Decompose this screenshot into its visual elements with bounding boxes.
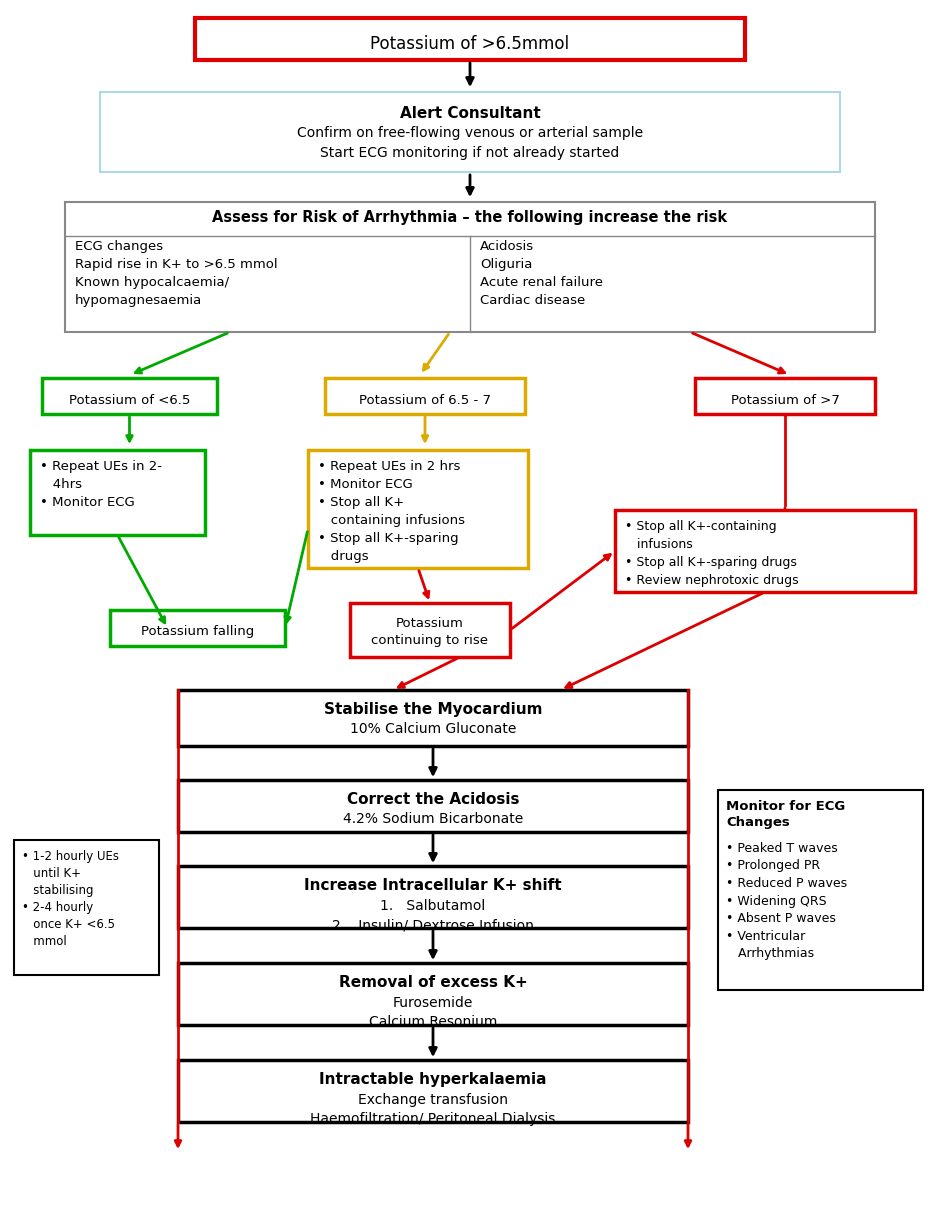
- FancyArrowPatch shape: [136, 333, 228, 373]
- Bar: [195, 18, 745, 59]
- FancyArrowPatch shape: [566, 594, 762, 687]
- Bar: [350, 603, 510, 657]
- FancyArrowPatch shape: [430, 931, 437, 957]
- Text: ECG changes
Rapid rise in K+ to >6.5 mmol
Known hypocalcaemia/
hypomagnesaemia: ECG changes Rapid rise in K+ to >6.5 mmo…: [75, 240, 278, 307]
- Bar: [42, 378, 217, 414]
- FancyArrowPatch shape: [685, 1125, 691, 1146]
- FancyArrowPatch shape: [398, 658, 457, 687]
- Text: Acidosis
Oliguria
Acute renal failure
Cardiac disease: Acidosis Oliguria Acute renal failure Ca…: [480, 240, 603, 307]
- Bar: [65, 202, 875, 331]
- FancyArrowPatch shape: [119, 538, 165, 623]
- Text: Confirm on free-flowing venous or arterial sample
Start ECG monitoring if not al: Confirm on free-flowing venous or arteri…: [297, 126, 643, 159]
- Bar: [718, 790, 923, 989]
- Bar: [178, 690, 688, 745]
- FancyArrowPatch shape: [127, 416, 133, 441]
- Bar: [308, 450, 528, 568]
- Bar: [178, 963, 688, 1025]
- Text: Potassium of >7: Potassium of >7: [730, 393, 839, 407]
- Text: Monitor for ECG
Changes: Monitor for ECG Changes: [726, 800, 845, 829]
- FancyArrowPatch shape: [693, 333, 785, 373]
- FancyArrowPatch shape: [467, 175, 473, 194]
- FancyArrowPatch shape: [423, 416, 428, 441]
- Text: 1.   Salbutamol
2.   Insulin/ Dextrose Infusion: 1. Salbutamol 2. Insulin/ Dextrose Infus…: [332, 900, 534, 932]
- FancyArrowPatch shape: [175, 1125, 181, 1146]
- FancyArrowPatch shape: [430, 835, 437, 860]
- FancyArrowPatch shape: [419, 571, 429, 597]
- Bar: [178, 866, 688, 927]
- Text: Increase Intracellular K+ shift: Increase Intracellular K+ shift: [304, 878, 562, 894]
- Text: • Repeat UEs in 2 hrs
• Monitor ECG
• Stop all K+
   containing infusions
• Stop: • Repeat UEs in 2 hrs • Monitor ECG • St…: [318, 460, 465, 563]
- Bar: [615, 510, 915, 592]
- Text: Alert Consultant: Alert Consultant: [400, 106, 540, 121]
- Text: Potassium
continuing to rise: Potassium continuing to rise: [372, 617, 488, 647]
- Bar: [695, 378, 875, 414]
- Text: Removal of excess K+: Removal of excess K+: [339, 975, 527, 989]
- Text: 10% Calcium Gluconate: 10% Calcium Gluconate: [350, 722, 517, 736]
- Text: Assess for Risk of Arrhythmia – the following increase the risk: Assess for Risk of Arrhythmia – the foll…: [213, 210, 727, 225]
- Text: Correct the Acidosis: Correct the Acidosis: [346, 792, 519, 807]
- FancyArrowPatch shape: [512, 555, 611, 629]
- FancyArrowPatch shape: [430, 749, 437, 775]
- Text: Potassium falling: Potassium falling: [141, 625, 254, 639]
- FancyArrowPatch shape: [285, 532, 308, 623]
- Text: 4.2% Sodium Bicarbonate: 4.2% Sodium Bicarbonate: [343, 812, 523, 826]
- Bar: [178, 1060, 688, 1122]
- FancyArrowPatch shape: [467, 63, 473, 84]
- Text: • Repeat UEs in 2-
   4hrs
• Monitor ECG: • Repeat UEs in 2- 4hrs • Monitor ECG: [40, 460, 162, 509]
- Bar: [178, 781, 688, 832]
- Text: Furosemide
Calcium Resonium: Furosemide Calcium Resonium: [369, 995, 497, 1029]
- Text: Potassium of 6.5 - 7: Potassium of 6.5 - 7: [359, 393, 491, 407]
- Text: • 1-2 hourly UEs
   until K+
   stabilising
• 2-4 hourly
   once K+ <6.5
   mmol: • 1-2 hourly UEs until K+ stabilising • …: [22, 850, 119, 948]
- Text: Stabilise the Myocardium: Stabilise the Myocardium: [324, 702, 542, 717]
- Text: Potassium of >6.5mmol: Potassium of >6.5mmol: [371, 35, 569, 53]
- Bar: [30, 450, 205, 535]
- FancyArrowPatch shape: [423, 334, 449, 370]
- Bar: [14, 840, 159, 975]
- Text: Potassium of <6.5: Potassium of <6.5: [69, 393, 190, 407]
- FancyArrowPatch shape: [430, 1028, 437, 1054]
- Text: Exchange transfusion
Haemofiltration/ Peritoneal Dialysis: Exchange transfusion Haemofiltration/ Pe…: [311, 1093, 556, 1127]
- Text: • Peaked T waves
• Prolonged PR
• Reduced P waves
• Widening QRS
• Absent P wave: • Peaked T waves • Prolonged PR • Reduce…: [726, 843, 847, 960]
- FancyArrowPatch shape: [782, 507, 788, 534]
- Text: Intractable hyperkalaemia: Intractable hyperkalaemia: [319, 1072, 547, 1087]
- Bar: [100, 92, 840, 172]
- Text: • Stop all K+-containing
   infusions
• Stop all K+-sparing drugs
• Review nephr: • Stop all K+-containing infusions • Sto…: [625, 520, 799, 588]
- Bar: [110, 609, 285, 646]
- Bar: [325, 378, 525, 414]
